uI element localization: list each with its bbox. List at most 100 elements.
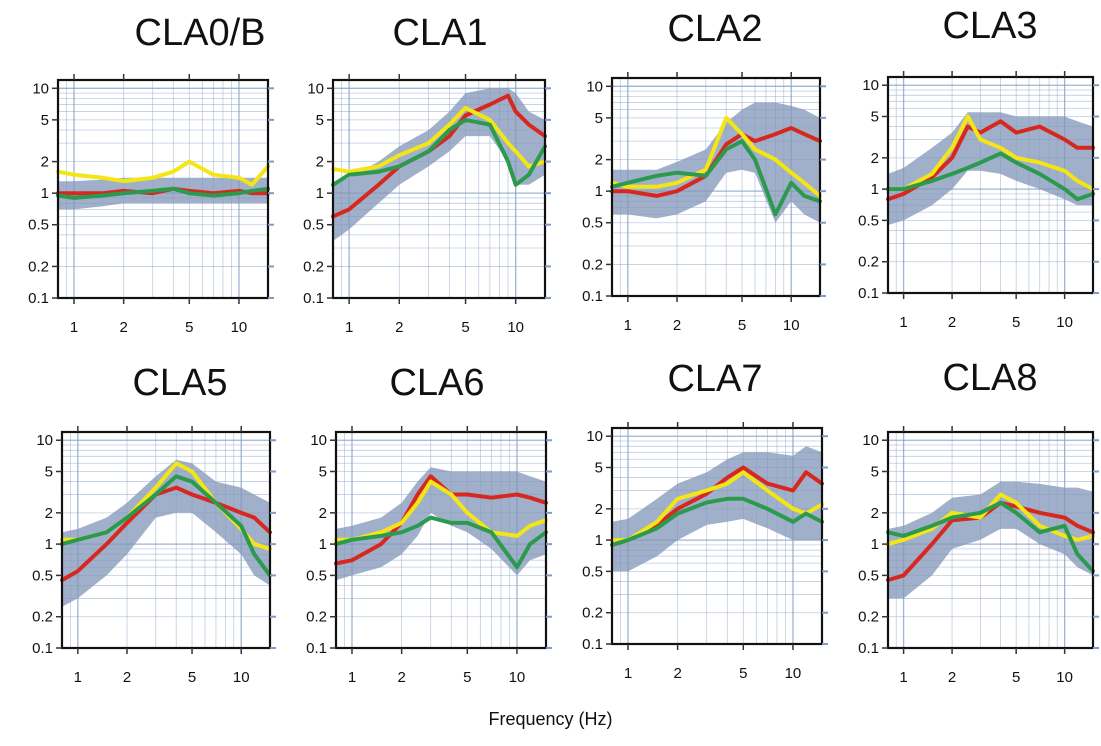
y-tick-label: 10 (36, 432, 53, 449)
y-tick-label: 0.2 (32, 609, 53, 626)
series-line-yellow (886, 114, 1095, 192)
y-tick-label: 10 (307, 80, 324, 97)
x-tick-label: 5 (1012, 314, 1020, 331)
x-tick-label: 10 (785, 665, 802, 682)
plot-frame (56, 78, 270, 300)
chart-panel: 0.1 0.2 0.5 1 2 5 10 1 2 5 10 (303, 74, 551, 336)
x-tick-label: 5 (188, 669, 196, 686)
y-tick-label: 0.1 (303, 290, 324, 307)
x-tick-label: 5 (738, 317, 746, 334)
x-tick-label: 1 (899, 669, 907, 686)
series-line-green (56, 186, 270, 200)
x-tick-label: 1 (345, 319, 353, 336)
x-tick-label: 2 (119, 319, 127, 336)
y-tick-label: 0.2 (582, 256, 603, 273)
band-area (888, 481, 1093, 599)
chart-panel: 0.1 0.2 0.5 1 2 5 10 1 2 5 10 (306, 426, 552, 686)
x-tick-label: 2 (673, 665, 681, 682)
chart-panel: 0.1 0.2 0.5 1 2 5 10 1 2 5 10 (858, 426, 1099, 686)
chart-title: CLA0/B (134, 12, 266, 54)
x-tick-label: 5 (463, 669, 471, 686)
series-line-yellow (331, 105, 547, 174)
y-tick-label: 0.2 (28, 258, 49, 275)
x-axis-label: Frequency (Hz) (488, 709, 613, 729)
series-line-green (886, 151, 1095, 202)
y-tick-label: 0.2 (858, 254, 879, 271)
y-tick-label: 1 (45, 536, 53, 553)
chart-panel: 0.1 0.2 0.5 1 2 5 10 1 2 5 10 (582, 422, 828, 682)
x-tick-label: 2 (395, 319, 403, 336)
chart-panel: 0.1 0.2 0.5 1 2 5 10 1 2 5 10 (28, 74, 274, 336)
x-tick-label: 5 (739, 665, 747, 682)
x-tick-label: 5 (461, 319, 469, 336)
chart-title: CLA3 (942, 5, 1038, 47)
y-tick-label: 5 (319, 463, 327, 480)
y-tick-label: 1 (595, 532, 603, 549)
y-tick-label: 0.2 (858, 609, 879, 626)
y-tick-label: 5 (316, 112, 324, 129)
x-tick-label: 2 (673, 317, 681, 334)
y-tick-label: 1 (871, 536, 879, 553)
chart-panel: 0.1 0.2 0.5 1 2 5 10 1 2 5 10 (582, 72, 826, 334)
x-tick-label: 1 (74, 669, 82, 686)
x-tick-label: 10 (233, 669, 250, 686)
y-tick-label: 5 (595, 110, 603, 127)
series-line-green (334, 515, 548, 570)
y-tick-label: 1 (871, 181, 879, 198)
series-line-yellow (610, 115, 822, 198)
y-tick-label: 5 (871, 463, 879, 480)
y-tick-label: 0.2 (582, 605, 603, 622)
y-tick-label: 2 (595, 152, 603, 169)
chart-title: CLA5 (132, 362, 228, 404)
series-line-yellow (610, 470, 824, 543)
x-tick-label: 5 (1012, 669, 1020, 686)
y-tick-label: 0.1 (306, 640, 327, 657)
y-tick-label: 0.5 (858, 567, 879, 584)
y-tick-label: 10 (586, 428, 603, 445)
plot-frame (886, 430, 1095, 650)
y-tick-label: 0.5 (582, 563, 603, 580)
y-tick-label: 0.1 (28, 290, 49, 307)
x-tick-label: 10 (507, 319, 524, 336)
series-line-green (610, 139, 822, 217)
y-tick-label: 2 (45, 505, 53, 522)
y-tick-label: 1 (41, 185, 49, 202)
series-line-red (886, 119, 1095, 202)
series-line-red (610, 126, 822, 198)
y-tick-label: 10 (862, 432, 879, 449)
y-tick-label: 5 (45, 463, 53, 480)
y-tick-label: 5 (41, 112, 49, 129)
series-line-green (886, 500, 1095, 574)
y-tick-label: 0.5 (303, 217, 324, 234)
y-tick-label: 0.5 (28, 217, 49, 234)
y-tick-label: 10 (310, 432, 327, 449)
band-area (888, 112, 1093, 226)
y-tick-label: 0.5 (306, 567, 327, 584)
series-line-yellow (334, 479, 548, 542)
y-tick-label: 0.5 (32, 567, 53, 584)
x-tick-label: 2 (948, 669, 956, 686)
y-tick-label: 10 (32, 80, 49, 97)
y-tick-label: 0.1 (582, 288, 603, 305)
x-tick-label: 10 (509, 669, 526, 686)
x-tick-label: 10 (783, 317, 800, 334)
y-tick-label: 2 (871, 505, 879, 522)
y-tick-label: 2 (41, 154, 49, 171)
series-line-green (610, 496, 824, 547)
y-tick-label: 0.2 (303, 258, 324, 275)
x-tick-label: 2 (123, 669, 131, 686)
plot-frame (886, 75, 1095, 295)
series-line-red (334, 474, 548, 566)
y-tick-label: 1 (595, 183, 603, 200)
y-tick-label: 1 (316, 185, 324, 202)
y-tick-label: 10 (586, 78, 603, 95)
x-tick-label: 10 (231, 319, 248, 336)
y-tick-label: 1 (319, 536, 327, 553)
series-line-green (331, 117, 547, 187)
chart-panel: 0.1 0.2 0.5 1 2 5 10 1 2 5 10 (32, 426, 276, 686)
y-tick-label: 2 (316, 154, 324, 171)
y-tick-label: 5 (871, 108, 879, 125)
plot-frame (610, 76, 822, 298)
